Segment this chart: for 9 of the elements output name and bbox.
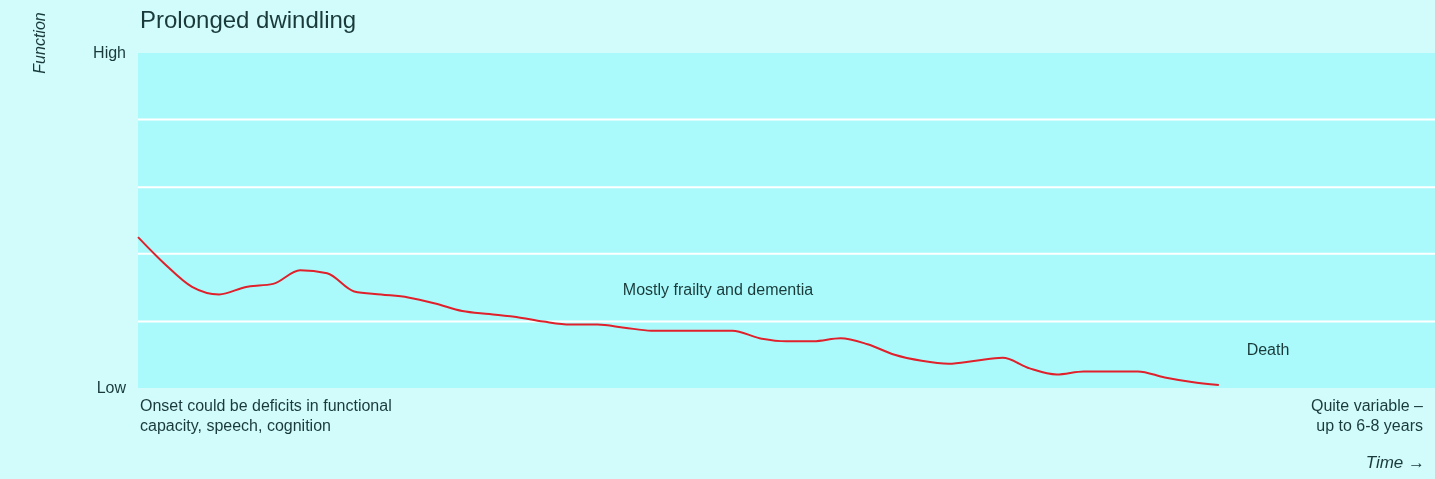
annotation: Mostly frailty and dementia: [622, 281, 814, 298]
text: Quite variable – up to 6-8 years: [1310, 397, 1424, 434]
text: Low: [96, 379, 127, 396]
x-axis-title: Time →: [1365, 453, 1425, 472]
chart-title: Prolonged dwindling: [140, 6, 357, 33]
text: Function: [31, 12, 48, 74]
annotation: Death: [1246, 341, 1290, 358]
text: High: [93, 44, 126, 61]
text: Onset could be deficits in functional capacity, speech, cognition: [140, 397, 392, 434]
